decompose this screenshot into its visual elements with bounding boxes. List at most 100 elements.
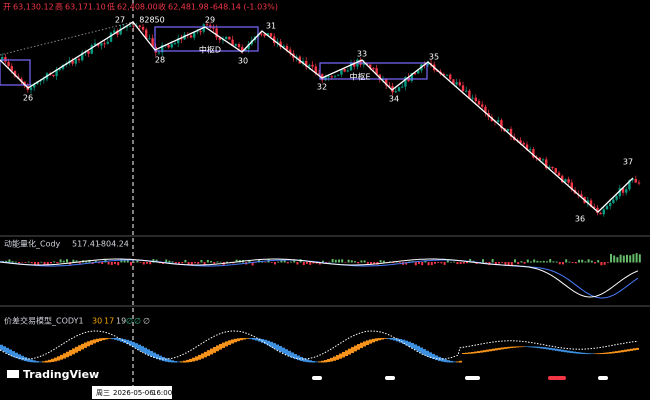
histogram-bar — [434, 262, 436, 264]
candle — [612, 199, 615, 203]
histogram-bar — [24, 262, 27, 263]
histogram-bar — [110, 262, 113, 265]
histogram-bar — [501, 262, 504, 263]
histogram-bar — [498, 262, 500, 264]
spread-area — [543, 347, 546, 349]
candle — [522, 142, 525, 145]
histogram-bar — [258, 259, 260, 263]
spread-area — [228, 340, 231, 345]
candle — [365, 62, 369, 65]
spread-area — [249, 338, 252, 340]
candle — [385, 79, 388, 86]
spread-area — [105, 338, 108, 340]
date-box — [92, 386, 172, 399]
spread-area — [330, 357, 333, 362]
hub-box — [154, 26, 259, 52]
spread-area — [15, 352, 18, 359]
candle — [330, 76, 333, 78]
spread-area — [570, 351, 573, 354]
histogram-bar — [18, 262, 20, 264]
histogram-bar — [427, 262, 430, 266]
spread-area — [504, 347, 507, 349]
histogram-bar — [283, 259, 286, 263]
indicator-value: 30 — [92, 317, 102, 326]
histogram-bar — [350, 260, 353, 263]
spread-area — [243, 338, 246, 340]
candle — [359, 59, 362, 65]
spread-area — [276, 344, 279, 351]
histogram-bar — [542, 260, 545, 263]
histogram-bar — [366, 262, 369, 264]
candle — [55, 69, 58, 77]
candle — [125, 26, 129, 28]
histogram-bar — [251, 262, 254, 266]
histogram-bar — [587, 259, 590, 263]
spread-area — [84, 342, 87, 348]
histogram-bar — [581, 259, 584, 263]
candle — [61, 65, 65, 69]
spread-area — [540, 346, 543, 349]
spread-area — [270, 341, 273, 348]
candle — [273, 36, 276, 44]
histogram-bar — [174, 262, 177, 265]
candle — [279, 41, 282, 48]
spread-area — [195, 356, 198, 361]
candle — [52, 74, 55, 77]
spread-area — [72, 348, 75, 355]
candle — [161, 45, 164, 53]
spread-area — [576, 352, 579, 354]
candle — [212, 27, 215, 29]
spread-area — [573, 351, 576, 354]
spread-area — [588, 353, 591, 355]
spread-area — [531, 346, 534, 348]
histogram-bar — [98, 262, 100, 264]
histogram-bar — [520, 261, 523, 263]
candle — [138, 25, 141, 27]
candle — [327, 76, 330, 78]
candle — [295, 56, 298, 58]
spread-area — [429, 352, 432, 358]
candle — [228, 36, 231, 40]
histogram-bar — [632, 254, 635, 263]
candle — [209, 25, 212, 28]
histogram-bar — [286, 262, 289, 264]
histogram-bar — [568, 261, 571, 263]
candle — [519, 140, 522, 143]
histogram-bar — [290, 261, 292, 263]
candle — [193, 32, 196, 38]
candle — [234, 44, 237, 46]
open-label: 开 — [3, 3, 11, 12]
candle — [445, 74, 449, 76]
histogram-bar — [190, 262, 193, 266]
spread-area — [342, 351, 345, 358]
spread-area — [558, 349, 561, 352]
candle — [170, 43, 173, 48]
spread-area — [51, 358, 54, 362]
time: 16:00 — [152, 389, 172, 397]
spread-area — [345, 350, 348, 357]
histogram-bar — [459, 262, 462, 264]
spread-area — [348, 348, 351, 355]
histogram-bar — [75, 260, 78, 263]
spread-area — [456, 361, 459, 363]
histogram-bar — [424, 260, 427, 263]
spread-area — [174, 361, 177, 363]
histogram-bar — [626, 254, 628, 263]
candle — [33, 83, 36, 88]
histogram-bar — [302, 262, 305, 265]
histogram-bar — [14, 261, 17, 263]
wave-label: 27 — [115, 16, 125, 25]
candle — [631, 179, 634, 181]
spread-area — [594, 353, 597, 355]
candle — [586, 200, 589, 204]
histogram-bar — [59, 259, 62, 263]
spread-area — [12, 351, 15, 357]
spread-area — [327, 358, 330, 363]
hub-label: 中枢E — [349, 72, 370, 82]
histogram-bar — [629, 255, 632, 263]
spread-area — [99, 338, 102, 342]
histogram-bar — [264, 262, 267, 263]
wave-label: 37 — [623, 158, 633, 167]
spread-area — [222, 342, 225, 348]
logo-mark — [7, 370, 19, 378]
